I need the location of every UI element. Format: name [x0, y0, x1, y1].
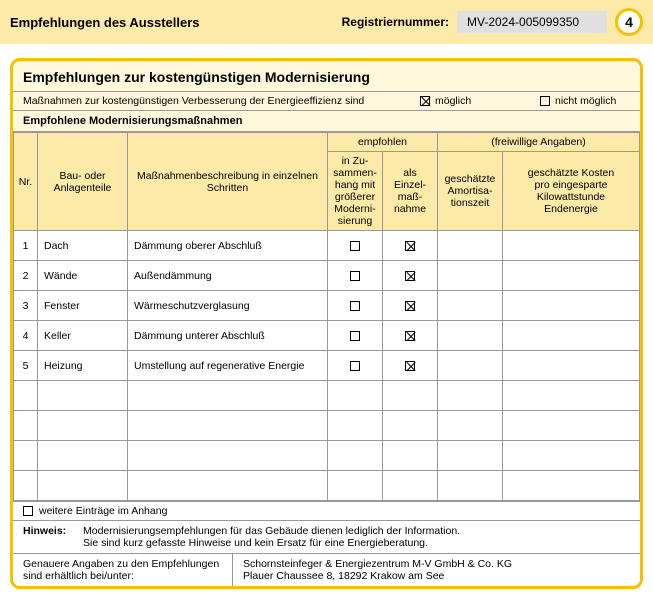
checkbox-combined	[350, 331, 360, 341]
cell-desc: Außendämmung	[128, 261, 328, 291]
th-bau: Bau- oder Anlagenteile	[38, 133, 128, 231]
cell-combined	[328, 231, 383, 261]
th-single: als Einzel- maß- nahme	[383, 152, 438, 231]
cell-combined	[328, 351, 383, 381]
feasibility-row: Maßnahmen zur kostengünstigen Verbesseru…	[13, 91, 640, 111]
cell-combined	[328, 321, 383, 351]
th-combined: in Zu- sammen- hang mit größerer Moderni…	[328, 152, 383, 231]
checkbox-combined	[350, 271, 360, 281]
checkbox-single	[405, 301, 415, 311]
header-title: Empfehlungen des Ausstellers	[10, 15, 334, 30]
table-row-empty	[14, 471, 640, 501]
table-row-empty	[14, 381, 640, 411]
cell-amort	[438, 351, 503, 381]
cell-nr: 5	[14, 351, 38, 381]
cell-nr: 3	[14, 291, 38, 321]
section-title: Empfehlungen zur kostengünstigen Moderni…	[13, 61, 640, 91]
cell-nr: 1	[14, 231, 38, 261]
label-possible: möglich	[435, 95, 471, 107]
page-header: Empfehlungen des Ausstellers Registriern…	[0, 0, 653, 44]
table-row: 5HeizungUmstellung auf regenerative Ener…	[14, 351, 640, 381]
checkbox-single	[405, 271, 415, 281]
cell-amort	[438, 231, 503, 261]
checkbox-single	[405, 361, 415, 371]
contact-left: Genauere Angaben zu den Empfehlungen sin…	[13, 554, 233, 586]
table-row: 3FensterWärmeschutzverglasung	[14, 291, 640, 321]
checkbox-combined	[350, 301, 360, 311]
checkbox-single	[405, 331, 415, 341]
th-group-recommended: empfohlen	[328, 133, 438, 152]
cell-combined	[328, 291, 383, 321]
hinweis-label: Hinweis:	[23, 525, 73, 549]
modernization-section: Empfehlungen zur kostengünstigen Moderni…	[10, 58, 643, 589]
cell-bau: Fenster	[38, 291, 128, 321]
checkbox-single	[405, 241, 415, 251]
hinweis-line2: Sie sind kurz gefasste Hinweise und kein…	[83, 537, 460, 549]
cell-cost	[503, 291, 640, 321]
cell-desc: Umstellung auf regenerative Energie	[128, 351, 328, 381]
checkbox-combined	[350, 361, 360, 371]
anhang-row: weitere Einträge im Anhang	[13, 501, 640, 521]
hinweis-body: Modernisierungsempfehlungen für das Gebä…	[83, 525, 460, 549]
checkbox-combined	[350, 241, 360, 251]
cell-single	[383, 261, 438, 291]
cell-bau: Keller	[38, 321, 128, 351]
cell-combined	[328, 261, 383, 291]
cell-single	[383, 321, 438, 351]
cell-single	[383, 291, 438, 321]
cell-cost	[503, 231, 640, 261]
th-desc: Maßnahmenbeschreibung in einzelnen Schri…	[128, 133, 328, 231]
cell-amort	[438, 261, 503, 291]
contact-right: Schornsteinfeger & Energiezentrum M-V Gm…	[233, 554, 640, 586]
cell-bau: Heizung	[38, 351, 128, 381]
cell-amort	[438, 291, 503, 321]
cell-bau: Dach	[38, 231, 128, 261]
table-row-empty	[14, 441, 640, 471]
cell-nr: 4	[14, 321, 38, 351]
checkbox-possible	[420, 96, 430, 106]
measures-table: Nr. Bau- oder Anlagenteile Maßnahmenbesc…	[13, 132, 640, 501]
th-amort: geschätzte Amortisa- tionszeit	[438, 152, 503, 231]
th-nr: Nr.	[14, 133, 38, 231]
table-row: 1DachDämmung oberer Abschluß	[14, 231, 640, 261]
cell-single	[383, 231, 438, 261]
cell-desc: Dämmung unterer Abschluß	[128, 321, 328, 351]
th-cost: geschätzte Kosten pro eingesparte Kilowa…	[503, 152, 640, 231]
checkbox-anhang	[23, 506, 33, 516]
th-group-optional: (freiwillige Angaben)	[438, 133, 640, 152]
hinweis-line1: Modernisierungsempfehlungen für das Gebä…	[83, 525, 460, 537]
label-not-possible: nicht möglich	[555, 95, 616, 107]
cell-cost	[503, 261, 640, 291]
cell-amort	[438, 321, 503, 351]
page-number-badge: 4	[615, 8, 643, 36]
table-row-empty	[14, 411, 640, 441]
registration-label: Registriernummer:	[342, 15, 449, 29]
option-possible: möglich	[420, 95, 510, 107]
anhang-label: weitere Einträge im Anhang	[39, 505, 167, 517]
cell-desc: Dämmung oberer Abschluß	[128, 231, 328, 261]
cell-single	[383, 351, 438, 381]
option-not-possible: nicht möglich	[540, 95, 630, 107]
table-row: 4KellerDämmung unterer Abschluß	[14, 321, 640, 351]
subsection-title: Empfohlene Modernisierungsmaßnahmen	[13, 111, 640, 132]
checkbox-not-possible	[540, 96, 550, 106]
hinweis-row: Hinweis: Modernisierungsempfehlungen für…	[13, 521, 640, 554]
registration-number: MV-2024-005099350	[457, 11, 607, 33]
table-row: 2WändeAußendämmung	[14, 261, 640, 291]
cell-desc: Wärmeschutzverglasung	[128, 291, 328, 321]
cell-cost	[503, 321, 640, 351]
cell-cost	[503, 351, 640, 381]
cell-nr: 2	[14, 261, 38, 291]
cell-bau: Wände	[38, 261, 128, 291]
feasibility-text: Maßnahmen zur kostengünstigen Verbesseru…	[23, 95, 390, 107]
contact-row: Genauere Angaben zu den Empfehlungen sin…	[13, 554, 640, 586]
